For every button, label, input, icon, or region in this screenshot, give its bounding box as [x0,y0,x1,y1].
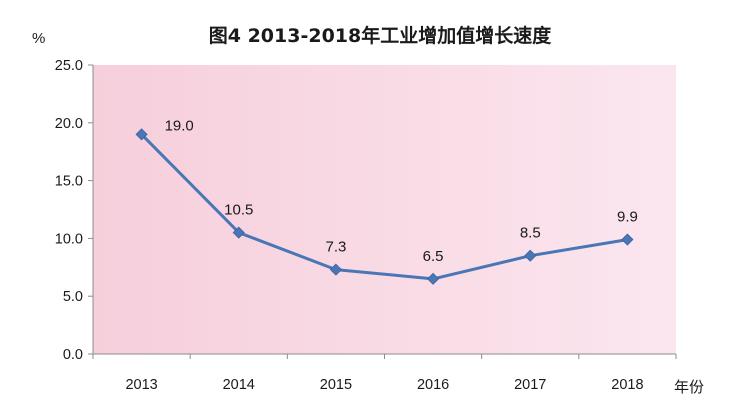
data-point-marker [427,272,440,285]
x-tick-label: 2016 [417,377,449,393]
data-label: 10.5 [224,202,253,219]
data-point-marker [232,226,245,239]
y-tick-label: 15.0 [55,174,83,190]
data-point-marker [329,263,342,276]
y-tick-label: 5.0 [63,289,83,305]
y-tick-label: 10.0 [55,231,83,247]
x-tick-label: 2014 [223,377,255,393]
plot-area [93,65,676,354]
data-point-marker [135,128,148,141]
data-label: 6.5 [423,248,444,265]
data-label: 19.0 [165,117,194,134]
series-line [140,133,628,281]
data-label: 8.5 [520,225,541,242]
data-labels: 19.0 10.5 7.3 6.5 8.5 9.9 [165,117,638,264]
data-label: 9.9 [617,209,638,226]
x-tick-label: 2018 [611,377,643,393]
chart-title: 图4 2013-2018年工业增加值增长速度 [209,24,552,47]
series-markers [135,128,634,285]
y-axis-ticks: 0.0 5.0 10.0 15.0 20.0 25.0 [55,58,93,363]
y-tick-label: 25.0 [55,58,83,74]
x-axis-unit-label: 年份 [674,378,704,396]
data-point-marker [524,249,537,262]
y-tick-label: 0.0 [63,347,83,363]
y-tick-label: 20.0 [55,116,83,132]
data-point-marker [621,233,634,246]
y-axis-unit-label: % [32,30,45,47]
x-tick-label: 2013 [125,377,157,393]
data-label: 7.3 [325,239,346,256]
x-tick-label: 2017 [514,377,546,393]
x-axis-ticks: 2013 2014 2015 2016 2017 2018 [92,354,677,393]
x-tick-label: 2015 [320,377,352,393]
